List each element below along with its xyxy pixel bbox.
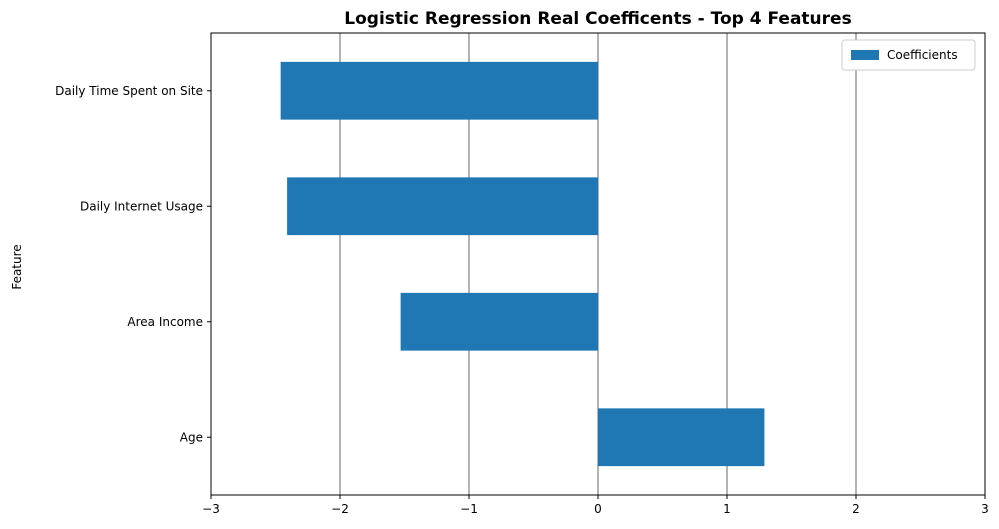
- y-tick-label: Daily Time Spent on Site: [55, 84, 203, 98]
- bar: [287, 177, 598, 236]
- axes: Daily Time Spent on Site Daily Internet U…: [55, 32, 989, 516]
- y-axis-label: Feature: [10, 244, 24, 289]
- x-tick-label: 2: [852, 502, 860, 516]
- legend-swatch: [851, 50, 879, 60]
- y-tick-label: Age: [180, 430, 203, 444]
- y-tick-label: Daily Internet Usage: [80, 199, 203, 213]
- x-tick-label: 1: [723, 502, 731, 516]
- legend-box: [841, 39, 976, 71]
- x-tick-label: −3: [202, 502, 220, 516]
- bars: [280, 61, 765, 467]
- bar: [280, 61, 598, 120]
- x-tick-label: 3: [981, 502, 989, 516]
- x-tick-label: −2: [331, 502, 349, 516]
- bar: [598, 408, 765, 467]
- y-tick-label: Area Income: [127, 315, 203, 329]
- legend-label: Coefficients: [887, 48, 958, 62]
- x-tick-label: −1: [460, 502, 478, 516]
- x-tick-label: 0: [594, 502, 602, 516]
- bar: [400, 292, 598, 351]
- legend: Coefficients: [841, 39, 976, 71]
- chart-title: Logistic Regression Real Coefficents - T…: [344, 9, 851, 29]
